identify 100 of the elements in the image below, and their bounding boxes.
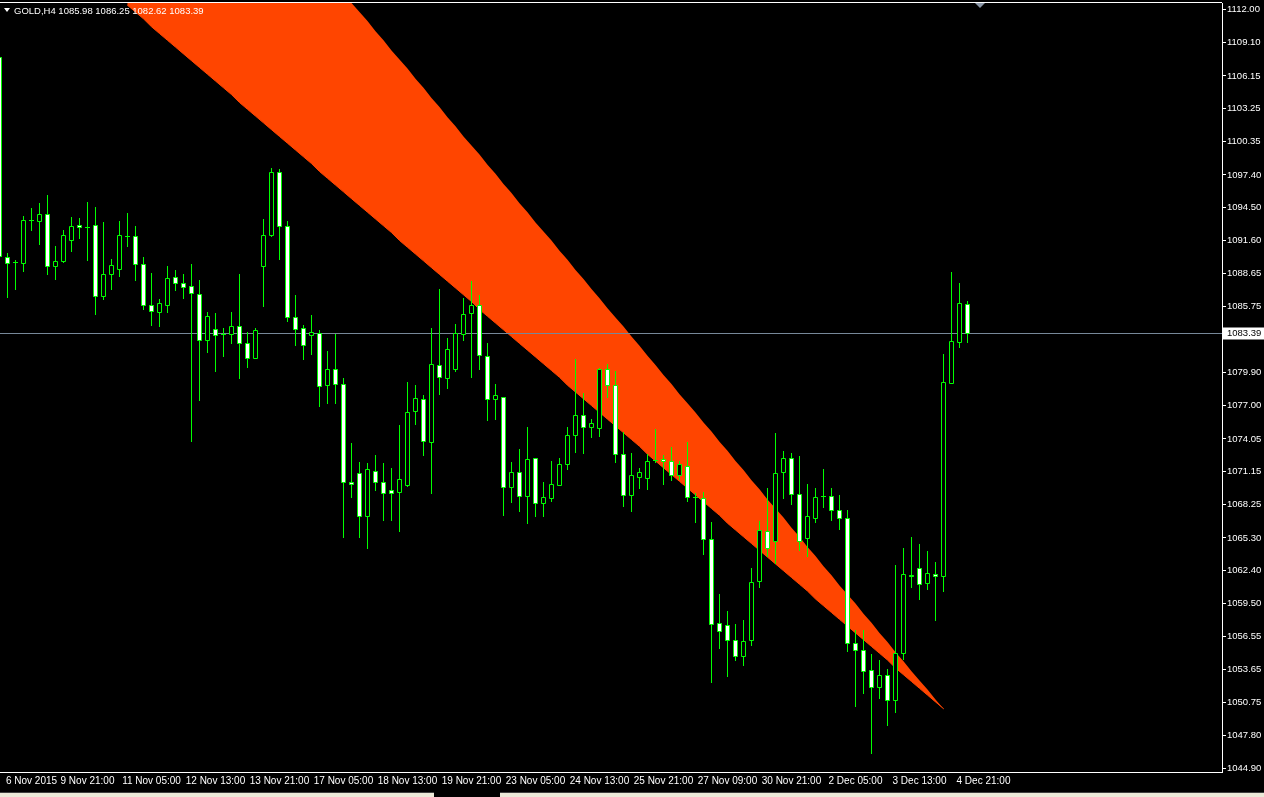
candlestick bbox=[77, 217, 82, 240]
x-tick-label: 6 Nov 2015 bbox=[5, 774, 58, 786]
candlestick bbox=[397, 424, 402, 533]
x-tick-label: 4 Dec 21:00 bbox=[956, 774, 1011, 786]
candlestick bbox=[93, 206, 98, 316]
candlestick bbox=[893, 564, 898, 714]
candlestick bbox=[853, 629, 858, 708]
candlestick bbox=[69, 216, 74, 253]
candlestick bbox=[685, 441, 690, 503]
candlestick bbox=[149, 272, 154, 327]
y-tick-label: 1094.50 bbox=[1227, 201, 1262, 213]
candlestick bbox=[733, 623, 738, 662]
x-tick-label: 3 Dec 13:00 bbox=[892, 774, 947, 786]
candlestick bbox=[197, 279, 202, 402]
candlestick bbox=[797, 455, 802, 552]
candlestick bbox=[53, 245, 58, 281]
candlestick bbox=[405, 381, 410, 488]
candlestick bbox=[437, 288, 442, 396]
candlestick bbox=[157, 298, 162, 328]
candlestick bbox=[525, 426, 530, 525]
candlestick bbox=[829, 487, 834, 522]
candlestick bbox=[213, 312, 218, 373]
candlestick bbox=[869, 653, 874, 755]
y-tick-label: 1071.15 bbox=[1227, 465, 1262, 477]
candlestick bbox=[101, 221, 106, 301]
y-tick-label: 1112.00 bbox=[1227, 3, 1260, 15]
x-tick-label: 27 Nov 09:00 bbox=[697, 774, 758, 786]
candlestick bbox=[461, 297, 466, 342]
candlestick bbox=[820, 468, 827, 509]
candlestick bbox=[509, 461, 514, 504]
candlestick bbox=[789, 452, 794, 506]
y-tick-label: 1047.80 bbox=[1227, 729, 1262, 741]
candlestick bbox=[605, 363, 610, 399]
candlestick bbox=[909, 536, 914, 589]
x-tick-label: 2 Dec 05:00 bbox=[828, 774, 883, 786]
candlestick bbox=[701, 491, 706, 556]
candlestick bbox=[373, 454, 378, 492]
candlestick bbox=[365, 462, 370, 550]
candlestick bbox=[581, 392, 586, 455]
candlestick bbox=[84, 201, 91, 262]
candlestick bbox=[501, 396, 506, 517]
candlestick bbox=[765, 487, 770, 558]
y-tick-label: 1044.90 bbox=[1227, 762, 1262, 774]
candlestick bbox=[421, 394, 426, 457]
candlestick bbox=[253, 327, 258, 360]
candlestick bbox=[37, 202, 42, 246]
candlestick bbox=[301, 324, 306, 361]
y-tick-label: 1053.65 bbox=[1227, 663, 1262, 675]
candlestick bbox=[725, 610, 730, 678]
x-tick-label: 9 Nov 21:00 bbox=[60, 774, 115, 786]
candlestick bbox=[621, 431, 626, 508]
candlestick bbox=[205, 311, 210, 354]
candlestick bbox=[133, 225, 138, 282]
candlestick bbox=[597, 367, 602, 438]
candlestick bbox=[413, 384, 418, 426]
x-tick-label: 12 Nov 13:00 bbox=[185, 774, 246, 786]
candlestick bbox=[717, 593, 722, 650]
candlestick bbox=[485, 342, 490, 422]
candlestick bbox=[341, 377, 346, 539]
y-tick-label: 1091.60 bbox=[1227, 234, 1262, 246]
candlestick bbox=[965, 300, 970, 344]
x-tick-label: 13 Nov 21:00 bbox=[249, 774, 310, 786]
candlestick bbox=[645, 453, 650, 491]
x-tick-label: 30 Nov 21:00 bbox=[761, 774, 822, 786]
candlestick bbox=[741, 619, 746, 667]
candlestick bbox=[917, 543, 922, 601]
y-tick-label: 1088.65 bbox=[1227, 267, 1262, 279]
y-tick-label: 1079.90 bbox=[1227, 366, 1262, 378]
candlestick bbox=[45, 194, 50, 276]
candlestick bbox=[317, 329, 322, 408]
candlestick bbox=[477, 294, 482, 371]
y-tick-label: 1077.00 bbox=[1227, 399, 1262, 411]
candlestick bbox=[861, 629, 866, 695]
candlestick bbox=[141, 256, 146, 311]
y-tick-label: 1097.40 bbox=[1227, 168, 1262, 180]
x-tick-label: 25 Nov 21:00 bbox=[633, 774, 694, 786]
candlestick bbox=[589, 418, 594, 439]
candlestick bbox=[325, 350, 330, 405]
y-tick-label: 1062.40 bbox=[1227, 564, 1262, 576]
candlestick bbox=[61, 229, 66, 264]
candlestick bbox=[245, 331, 250, 369]
y-tick-label: 1085.75 bbox=[1227, 300, 1262, 312]
candlestick bbox=[949, 271, 954, 385]
candlestick bbox=[885, 668, 890, 727]
candlestick bbox=[445, 337, 450, 390]
candlestick bbox=[389, 467, 394, 522]
y-tick-label: 1056.55 bbox=[1227, 630, 1262, 642]
candlestick bbox=[237, 273, 242, 380]
y-tick-label: 1103.25 bbox=[1227, 102, 1261, 114]
candlestick bbox=[845, 509, 850, 653]
candlestick bbox=[565, 426, 570, 471]
candlestick bbox=[549, 460, 554, 503]
candlestick bbox=[757, 520, 762, 589]
x-tick-label: 19 Nov 21:00 bbox=[441, 774, 502, 786]
y-tick-label: 1109.10 bbox=[1227, 36, 1261, 48]
candlestick bbox=[165, 265, 170, 314]
candlestick bbox=[613, 370, 618, 464]
candlestick bbox=[957, 282, 962, 349]
candlestick bbox=[173, 269, 178, 292]
x-tick-label: 11 Nov 05:00 bbox=[122, 774, 182, 786]
